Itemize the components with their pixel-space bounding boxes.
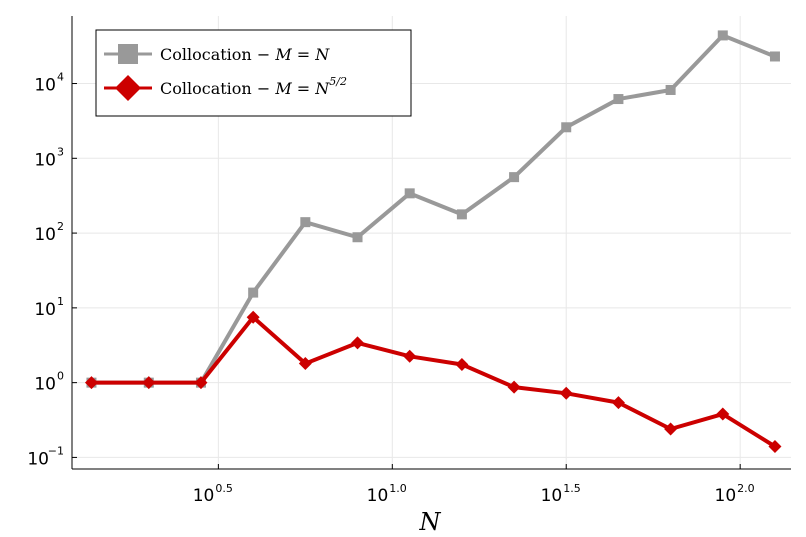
y-tick-base: 10 xyxy=(34,76,56,96)
data-point-square xyxy=(118,44,138,64)
x-tick-exponent: 0.5 xyxy=(215,482,233,495)
data-point-square xyxy=(665,84,676,95)
y-tick-base: 10 xyxy=(34,225,56,245)
y-tick-exponent: 3 xyxy=(57,145,64,158)
legend-label: Collocation − M = N xyxy=(160,45,330,64)
data-point-diamond xyxy=(115,75,141,101)
y-tick-base: 10 xyxy=(27,449,49,469)
y-tick-exponent: 2 xyxy=(57,220,64,233)
x-tick-base: 10 xyxy=(193,486,215,506)
data-point-diamond xyxy=(611,396,625,410)
data-point-square xyxy=(509,172,520,183)
x-axis-label: N xyxy=(419,508,442,536)
series-2 xyxy=(84,310,782,453)
data-point-square xyxy=(352,232,363,243)
x-tick-label: 10 1.0 xyxy=(367,482,407,506)
data-point-diamond xyxy=(559,386,573,400)
data-point-diamond xyxy=(507,380,521,394)
legend-label: Collocation − M = N5/2 xyxy=(160,75,347,98)
y-tick-exponent: −1 xyxy=(48,444,64,457)
data-point-square xyxy=(300,217,311,228)
x-tick-label: 10 0.5 xyxy=(193,482,233,506)
y-tick-base: 10 xyxy=(34,375,56,395)
data-point-diamond xyxy=(194,376,208,390)
y-tick-exponent: 4 xyxy=(57,71,64,84)
data-point-square xyxy=(561,122,572,133)
series-line xyxy=(91,33,776,385)
legend-box xyxy=(95,29,412,117)
data-point-diamond xyxy=(298,357,312,371)
data-point-diamond xyxy=(84,376,98,390)
x-tick-label: 10 2.0 xyxy=(715,482,755,506)
x-tick-exponent: 1.0 xyxy=(389,482,407,495)
x-tick-base: 10 xyxy=(541,486,563,506)
series xyxy=(84,30,782,453)
data-point-diamond xyxy=(403,349,417,363)
series-line xyxy=(91,315,777,449)
data-point-square xyxy=(613,94,624,105)
data-point-square xyxy=(456,209,467,220)
axes xyxy=(71,16,791,470)
data-point-diamond xyxy=(246,310,260,324)
y-tick-base: 10 xyxy=(34,300,56,320)
data-point-square xyxy=(769,51,780,62)
data-point-diamond xyxy=(664,422,678,436)
legend-entry-2: Collocation − M = N5/2 xyxy=(104,75,347,101)
y-tick-label: 010 xyxy=(34,370,64,395)
y-tick-label: −110 xyxy=(27,444,64,469)
legend: Collocation − M = N Collocation − M = N5/… xyxy=(95,29,412,117)
x-tick-base: 10 xyxy=(367,486,389,506)
data-point-diamond xyxy=(142,376,156,390)
data-point-diamond xyxy=(455,357,469,371)
x-tick-base: 10 xyxy=(715,486,737,506)
data-point-diamond xyxy=(768,439,782,453)
y-tick-label: 210 xyxy=(34,220,64,245)
data-point-square xyxy=(404,188,415,199)
x-tick-label: 10 1.5 xyxy=(541,482,581,506)
data-point-square xyxy=(248,287,259,298)
data-point-square xyxy=(717,30,728,41)
data-point-diamond xyxy=(716,407,730,421)
data-point-diamond xyxy=(351,336,365,350)
y-tick-exponent: 0 xyxy=(57,370,64,383)
y-tick-exponent: 1 xyxy=(57,295,64,308)
y-tick-base: 10 xyxy=(34,150,56,170)
legend-entry-1: Collocation − M = N xyxy=(104,44,330,64)
y-tick-label: 310 xyxy=(34,145,64,170)
x-tick-exponent: 1.5 xyxy=(563,482,581,495)
y-tick-label: 410 xyxy=(34,71,64,96)
x-tick-exponent: 2.0 xyxy=(737,482,755,495)
y-tick-label: 110 xyxy=(34,295,64,320)
